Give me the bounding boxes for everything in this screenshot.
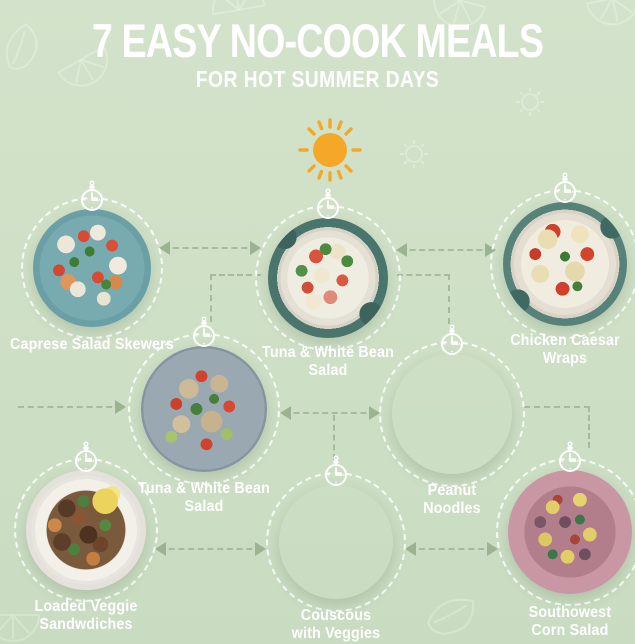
meal-photo-corn (508, 470, 632, 594)
arrow-into-tuna2 (18, 400, 126, 414)
timer-icon (193, 316, 215, 347)
meal-photo-caprese (33, 209, 151, 327)
timer-icon (81, 180, 103, 211)
lemon-wedge-icon (586, 0, 635, 31)
connector-tuna1-peanut (397, 274, 450, 324)
connector-tuna1-tuna2 (210, 274, 261, 322)
meal-photo-tuna-2 (141, 346, 267, 472)
meal-photo-peanut (392, 354, 512, 474)
timer-icon (325, 455, 347, 486)
connector-peanut-corn (524, 406, 590, 448)
meal-label: Tuna & White Bean Salad (261, 344, 394, 379)
meal-photo-veggie (26, 470, 146, 590)
arrow-tuna1-caesar (396, 243, 496, 257)
timer-icon (441, 324, 463, 355)
meal-label: Tuna & White Bean Salad (137, 480, 270, 515)
meal-label: Caprese Salad Skewers (10, 336, 174, 353)
timer-icon (554, 172, 576, 203)
page-title: 7 EASY NO-COOK MEALS (91, 14, 544, 67)
dashed-ring (490, 189, 635, 339)
arrow-veggie-couscous (155, 542, 266, 556)
arrow-tuna2-peanut (280, 406, 380, 420)
meal-label: Chicken Caesar Wraps (510, 332, 620, 367)
meal-photo-tuna-1 (268, 218, 388, 338)
arrow-couscous-corn (405, 542, 498, 556)
dashed-ring (496, 458, 635, 606)
sun-icon (298, 118, 362, 182)
connector-row2-couscous (333, 415, 335, 460)
meal-photo-couscous (279, 485, 393, 599)
meal-label: Loaded Veggie Sandwdiches (34, 598, 138, 633)
arrow-caprese-tuna1 (159, 241, 261, 255)
page-subtitle: FOR HOT SUMMER DAYS (195, 66, 440, 92)
meal-label: Couscous with Veggies (291, 607, 381, 642)
leaf-icon (0, 21, 44, 72)
leaf-icon (424, 586, 480, 644)
timer-icon (559, 441, 581, 472)
meal-label: Peanut Noodles (423, 482, 481, 517)
sun-outline-icon (399, 139, 429, 169)
meal-label: Southowest Corn Salad (528, 604, 612, 639)
meal-photo-caesar (503, 202, 627, 326)
timer-icon (317, 188, 339, 219)
timer-icon (75, 441, 97, 472)
